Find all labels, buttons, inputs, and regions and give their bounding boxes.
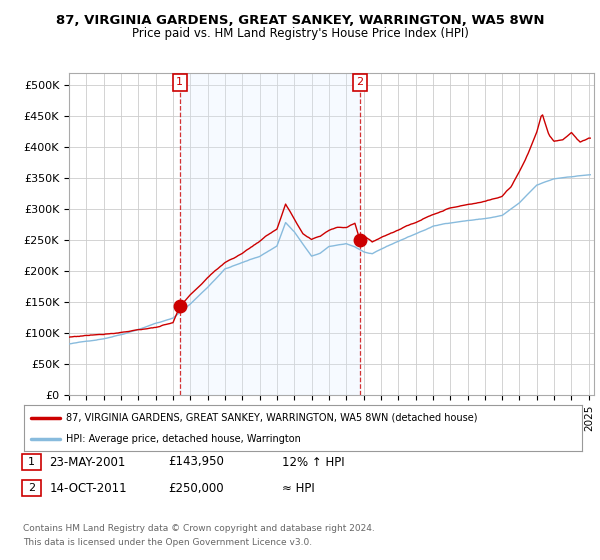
Text: 23-MAY-2001: 23-MAY-2001: [49, 455, 125, 469]
Text: 1: 1: [28, 457, 35, 467]
Text: 2: 2: [356, 77, 364, 87]
Text: This data is licensed under the Open Government Licence v3.0.: This data is licensed under the Open Gov…: [23, 538, 312, 547]
Text: 1: 1: [176, 77, 183, 87]
Text: 87, VIRGINIA GARDENS, GREAT SANKEY, WARRINGTON, WA5 8WN: 87, VIRGINIA GARDENS, GREAT SANKEY, WARR…: [56, 14, 544, 27]
Text: 2: 2: [28, 483, 35, 493]
Text: 12% ↑ HPI: 12% ↑ HPI: [282, 455, 344, 469]
Bar: [180, 73, 360, 395]
Text: £143,950: £143,950: [168, 455, 224, 469]
Text: Price paid vs. HM Land Registry's House Price Index (HPI): Price paid vs. HM Land Registry's House …: [131, 27, 469, 40]
Text: 14-OCT-2011: 14-OCT-2011: [49, 482, 127, 495]
Text: ≈ HPI: ≈ HPI: [282, 482, 315, 495]
Text: HPI: Average price, detached house, Warrington: HPI: Average price, detached house, Warr…: [66, 435, 301, 444]
Text: £250,000: £250,000: [168, 482, 224, 495]
Text: Contains HM Land Registry data © Crown copyright and database right 2024.: Contains HM Land Registry data © Crown c…: [23, 524, 374, 533]
Text: 87, VIRGINIA GARDENS, GREAT SANKEY, WARRINGTON, WA5 8WN (detached house): 87, VIRGINIA GARDENS, GREAT SANKEY, WARR…: [66, 413, 478, 423]
